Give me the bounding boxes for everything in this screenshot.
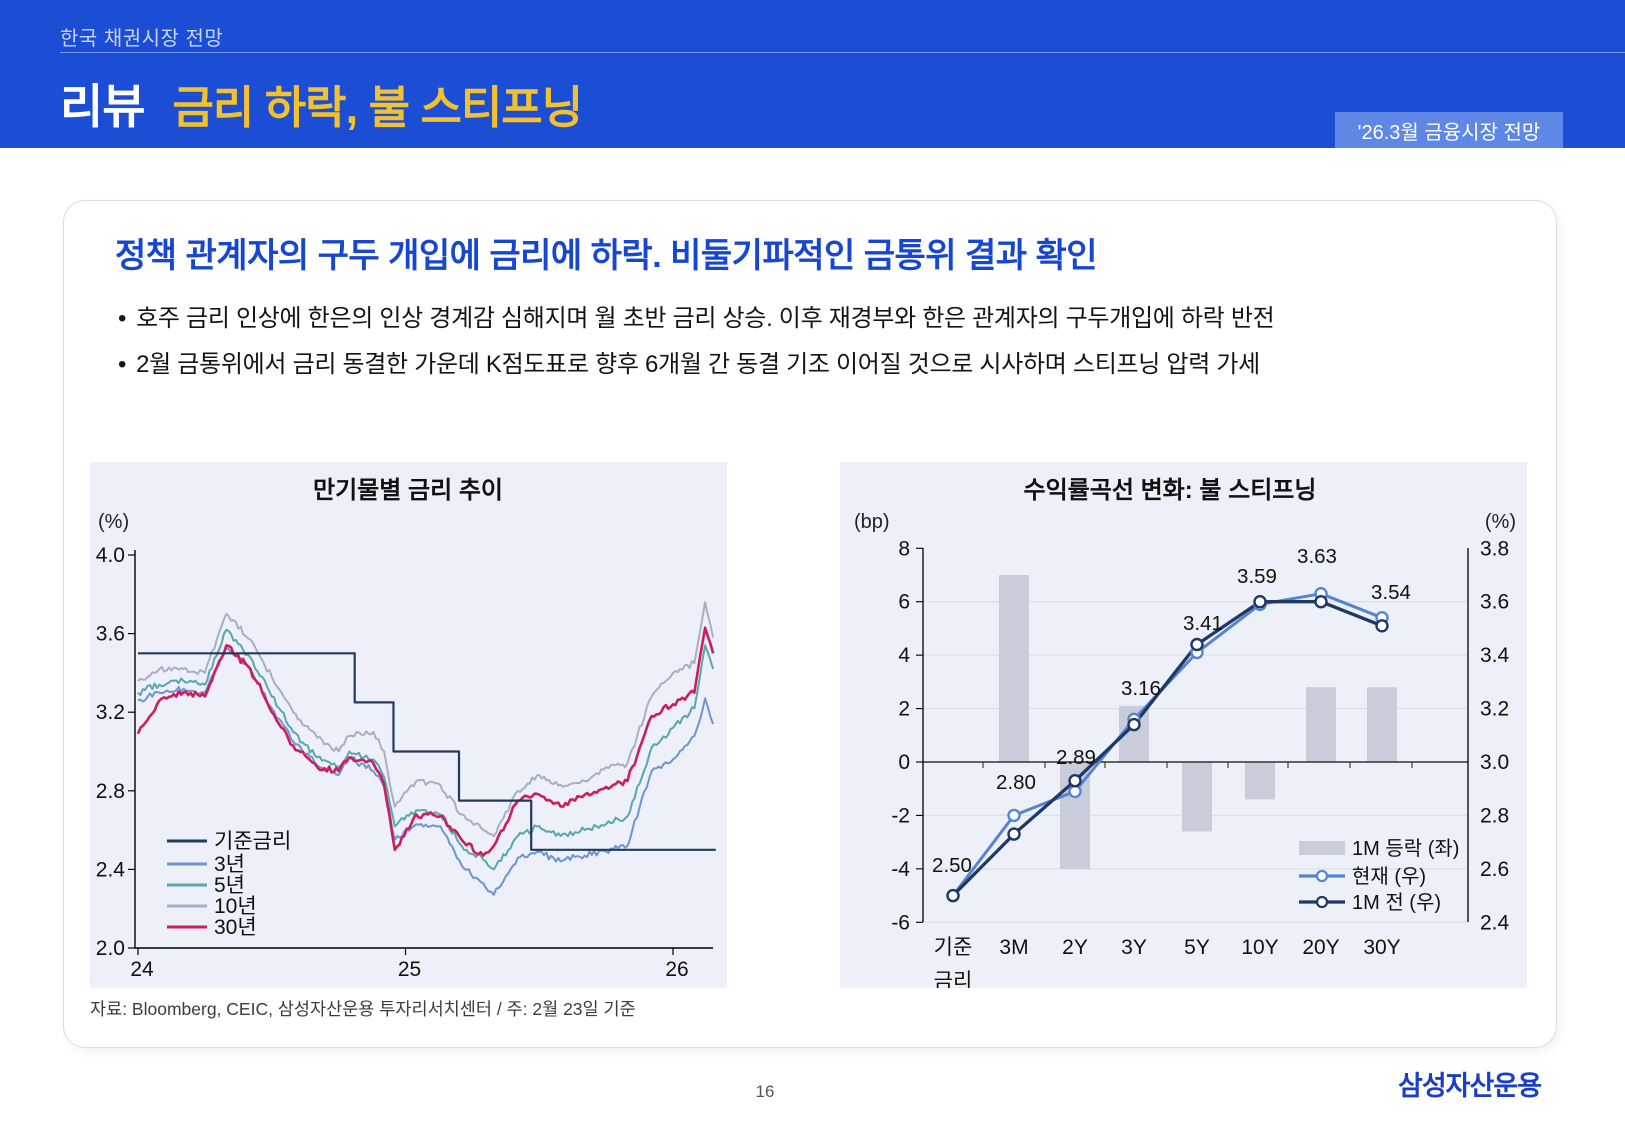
section-heading: 정책 관계자의 구두 개입에 금리에 하락. 비둘기파적인 금통위 결과 확인 bbox=[115, 237, 1098, 275]
legend: 1M 등락 (좌) 현재 (우) 1M 전 (우) bbox=[1299, 837, 1459, 914]
svg-text:3.8: 3.8 bbox=[1480, 537, 1509, 560]
header-divider bbox=[60, 52, 1625, 53]
svg-text:3년: 3년 bbox=[214, 853, 245, 876]
svg-text:3.0: 3.0 bbox=[1480, 751, 1509, 774]
bullet-list: 호주 금리 인상에 한은의 인상 경계감 심해지며 월 초반 금리 상승. 이후… bbox=[118, 296, 1275, 388]
svg-text:2.8: 2.8 bbox=[1480, 804, 1509, 827]
svg-text:2.50: 2.50 bbox=[932, 854, 972, 877]
svg-text:10Y: 10Y bbox=[1241, 936, 1278, 959]
svg-text:3M: 3M bbox=[999, 936, 1028, 959]
series-기준금리 bbox=[138, 652, 716, 851]
svg-text:2.6: 2.6 bbox=[1480, 858, 1509, 881]
bullet-item: 2월 금통위에서 금리 동결한 가운데 K점도표로 향후 6개월 간 동결 기조… bbox=[118, 342, 1274, 388]
svg-text:6: 6 bbox=[898, 591, 910, 614]
axes: 4.0 3.6 3.2 2.8 2.4 2.024 25 26 bbox=[96, 544, 713, 981]
svg-text:3.6: 3.6 bbox=[96, 623, 125, 646]
svg-text:30년: 30년 bbox=[214, 916, 257, 939]
svg-text:2.4: 2.4 bbox=[96, 858, 126, 881]
svg-text:26: 26 bbox=[665, 958, 688, 981]
svg-text:-6: -6 bbox=[891, 911, 910, 934]
series-10년 bbox=[137, 601, 715, 837]
series-30년 bbox=[136, 626, 715, 857]
page-title-main: 금리 하락, 불 스티프닝 bbox=[172, 82, 583, 133]
series-1M 전 (우) bbox=[951, 600, 1383, 897]
svg-text:3.54: 3.54 bbox=[1371, 581, 1411, 604]
svg-text:3.4: 3.4 bbox=[1480, 644, 1510, 667]
page-title: 리뷰 금리 하락, 불 스티프닝 bbox=[60, 68, 583, 137]
maturity-yield-line-chart: 만기물별 금리 추이 (%) 4.0 3.6 3.2 2.8 2.4 2.024 25 26 기준금… bbox=[96, 477, 716, 981]
svg-text:4: 4 bbox=[898, 644, 910, 667]
svg-text:3.16: 3.16 bbox=[1121, 677, 1161, 700]
yield-curve-lines bbox=[946, 586, 1389, 903]
svg-text:3Y: 3Y bbox=[1121, 936, 1147, 959]
series-5년 bbox=[137, 628, 715, 871]
svg-text:2Y: 2Y bbox=[1062, 936, 1088, 959]
source-note: 자료: Bloomberg, CEIC, 삼성자산운용 투자리서치센터 / 주:… bbox=[90, 999, 636, 1019]
svg-text:20Y: 20Y bbox=[1302, 936, 1339, 959]
svg-text:2: 2 bbox=[898, 698, 910, 721]
svg-text:-4: -4 bbox=[891, 858, 910, 881]
svg-text:기준금리: 기준금리 bbox=[214, 830, 291, 853]
svg-text:10년: 10년 bbox=[214, 895, 257, 918]
svg-text:2.4: 2.4 bbox=[1480, 911, 1510, 934]
axis-unit-label: (%) bbox=[98, 511, 129, 533]
axes: 8 6 4 2 0 -2 -4 -6 3.8 3.6 3.4 3.2 3.0 2.8 2.6 2.4 bbox=[891, 537, 1509, 934]
svg-text:1M 등락 (좌): 1M 등락 (좌) bbox=[1352, 837, 1459, 860]
category-labels: 기준금리 3M 2Y 3Y 5Y 10Y 20Y 30Y bbox=[934, 936, 1401, 988]
svg-text:5Y: 5Y bbox=[1184, 936, 1210, 959]
right-axis-unit: (%) bbox=[1485, 511, 1516, 533]
edition-badge: '26.3월 금융시장 전망 bbox=[1335, 112, 1563, 148]
svg-text:3.6: 3.6 bbox=[1480, 591, 1509, 614]
brand-logo: 삼성자산운용 bbox=[1398, 1071, 1542, 1101]
svg-text:24: 24 bbox=[130, 958, 154, 981]
point-labels: 2.50 2.80 2.89 3.16 3.41 3.59 3.63 3.54 bbox=[932, 545, 1411, 877]
yield-curve-change-chart: 수익률곡선 변화: 불 스티프닝 (bp) (%) 8 6 4 2 0 -2 -4 -6 3.8 3.6… bbox=[854, 477, 1516, 988]
svg-text:2.8: 2.8 bbox=[96, 780, 125, 803]
svg-text:금리: 금리 bbox=[934, 970, 973, 988]
bullet-item: 호주 금리 인상에 한은의 인상 경계감 심해지며 월 초반 금리 상승. 이후… bbox=[118, 296, 1275, 342]
breadcrumb: 한국 채권시장 전망 bbox=[60, 28, 224, 50]
svg-text:3.2: 3.2 bbox=[96, 701, 125, 724]
svg-text:3.41: 3.41 bbox=[1183, 612, 1223, 635]
svg-text:30Y: 30Y bbox=[1363, 936, 1400, 959]
chart-panel-maturity-yields: 만기물별 금리 추이 (%) 4.0 3.6 3.2 2.8 2.4 2.0 24 25 26 기준금… bbox=[90, 462, 727, 988]
svg-text:5년: 5년 bbox=[214, 874, 245, 897]
svg-text:0: 0 bbox=[898, 751, 910, 774]
svg-text:3.2: 3.2 bbox=[1480, 698, 1509, 721]
series-lines bbox=[136, 601, 716, 896]
svg-text:-2: -2 bbox=[891, 804, 910, 827]
svg-text:4.0: 4.0 bbox=[96, 544, 125, 567]
svg-text:2.0: 2.0 bbox=[96, 937, 125, 960]
svg-text:1M 전 (우): 1M 전 (우) bbox=[1352, 891, 1441, 914]
svg-text:현재 (우): 현재 (우) bbox=[1352, 865, 1426, 888]
svg-text:25: 25 bbox=[398, 958, 421, 981]
chart-title: 수익률곡선 변화: 불 스티프닝 bbox=[1024, 477, 1317, 504]
left-axis-unit: (bp) bbox=[854, 511, 890, 533]
svg-text:3.59: 3.59 bbox=[1237, 565, 1277, 588]
svg-text:3.63: 3.63 bbox=[1297, 545, 1337, 568]
header-banner: 한국 채권시장 전망 리뷰 금리 하락, 불 스티프닝 '26.3월 금융시장 전… bbox=[0, 0, 1625, 148]
svg-text:2.80: 2.80 bbox=[996, 771, 1036, 794]
page-number: 16 bbox=[755, 1082, 775, 1101]
svg-text:기준: 기준 bbox=[934, 936, 973, 959]
chart-panel-yield-curve: 수익률곡선 변화: 불 스티프닝 (bp) (%) 8 6 4 2 0 -2 -4 -6 3.8 3.6… bbox=[840, 462, 1527, 988]
svg-text:2.89: 2.89 bbox=[1056, 746, 1096, 769]
page-title-prefix: 리뷰 bbox=[60, 80, 145, 133]
svg-text:8: 8 bbox=[898, 537, 910, 560]
chart-title: 만기물별 금리 추이 bbox=[313, 477, 503, 504]
